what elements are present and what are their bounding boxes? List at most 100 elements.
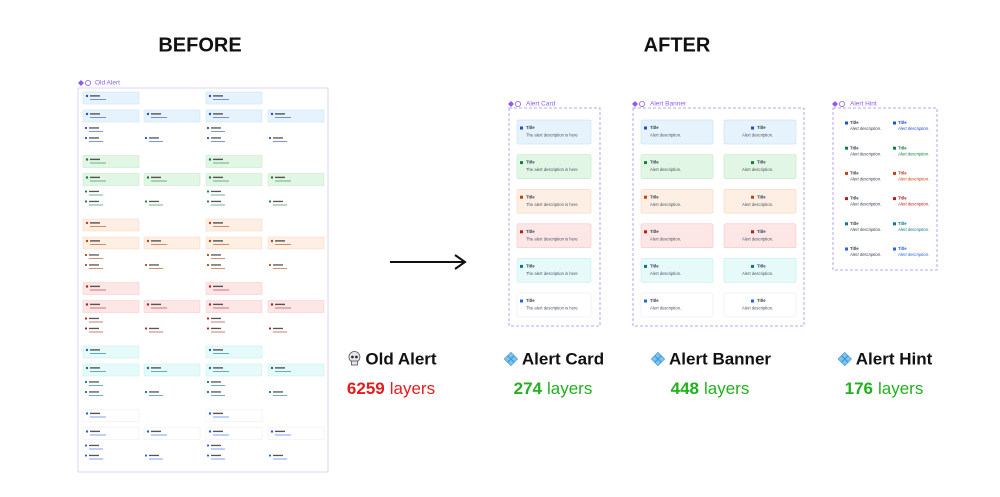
old-alert-line	[89, 268, 103, 269]
old-alert-line	[213, 222, 223, 224]
alert-item-icon	[520, 299, 523, 303]
alert-hint-description: Alert description.	[897, 151, 929, 156]
old-alert-line	[273, 268, 287, 269]
alert-item-title: Title	[526, 264, 535, 269]
alert-hint-icon	[893, 222, 896, 226]
old-alert-line	[211, 321, 225, 323]
alert-item	[723, 292, 797, 318]
old-alert-line	[273, 141, 287, 142]
old-alert-icon	[146, 430, 150, 433]
alert-item-icon	[751, 299, 754, 303]
alert-item-title: Title	[526, 298, 535, 303]
alert-item-icon	[520, 126, 523, 130]
old-alert-line	[149, 137, 159, 139]
old-alert-line	[211, 131, 225, 132]
alert-item-title: Title	[757, 229, 766, 234]
old-alert-line	[89, 204, 103, 206]
alert-item-description: The alert description is here	[526, 133, 578, 138]
frame-icon	[515, 101, 522, 108]
old-alert-line	[211, 385, 225, 386]
old-alert-line	[211, 268, 225, 269]
old-alert-icon	[270, 303, 274, 306]
alert-item-title: Title	[650, 264, 659, 269]
old-alert-line	[213, 371, 229, 372]
alert-item-icon	[644, 195, 647, 199]
old-alert-item	[82, 236, 140, 250]
old-alert-line	[213, 353, 229, 354]
old-alert-line	[90, 416, 106, 418]
old-alert-line	[213, 349, 223, 351]
old-alert-icon	[146, 239, 150, 243]
old-alert-line	[151, 303, 161, 306]
icon-part	[503, 355, 511, 363]
old-alert-line	[90, 95, 100, 97]
old-alert-line	[213, 240, 223, 242]
layer-number: 6259	[347, 379, 385, 398]
alert-item-icon	[751, 126, 754, 130]
old-alert-line	[89, 454, 99, 457]
old-alert-icon	[85, 412, 89, 415]
alert-item-icon	[644, 230, 647, 234]
old-alert-line	[213, 176, 223, 179]
old-alert-line	[149, 204, 163, 206]
old-alert-icon	[270, 112, 274, 116]
old-alert-line	[90, 434, 106, 436]
old-alert-icon	[85, 430, 89, 433]
old-alert-line	[151, 307, 167, 309]
alert-item-description: The alert description is here	[526, 236, 578, 241]
alert-hint-icon	[845, 171, 848, 175]
old-alert-line	[211, 254, 221, 256]
alert-hint-title: Title	[898, 145, 907, 150]
alert-item-title: Title	[526, 194, 535, 199]
old-alert-line	[273, 264, 283, 266]
old-alert-line	[273, 391, 283, 393]
old-alert-item	[82, 155, 140, 168]
old-alert-icon	[84, 444, 88, 447]
old-alert-icon	[208, 366, 212, 370]
old-alert-icon	[206, 190, 210, 193]
layer-count: 6259 layers	[347, 379, 435, 398]
alert-item	[516, 292, 592, 318]
old-alert-line	[90, 430, 100, 433]
old-alert-line	[211, 141, 225, 142]
alert-hint-icon	[845, 247, 848, 251]
alert-hint-title: Title	[850, 221, 859, 226]
old-alert-line	[213, 180, 229, 182]
old-alert-line	[211, 317, 221, 320]
old-alert-item	[82, 427, 140, 440]
old-alert-icon	[84, 317, 88, 320]
alert-item-title: Title	[757, 298, 766, 303]
old-alert-line	[211, 258, 225, 259]
old-alert-icon	[208, 112, 212, 116]
alert-hint-description: Alert description.	[849, 202, 881, 207]
alert-item	[640, 188, 714, 214]
old-alert-line	[213, 113, 223, 115]
alert-item	[640, 223, 714, 249]
old-alert-line	[90, 371, 106, 372]
old-alert-line	[213, 158, 223, 161]
old-alert-item	[143, 300, 201, 313]
old-alert-icon	[85, 221, 89, 225]
alert-item-icon	[751, 161, 754, 165]
frame-icon	[639, 101, 646, 108]
alert-hint-description: Alert description.	[897, 252, 929, 257]
alert-hint-icon	[893, 197, 896, 201]
old-alert-item	[205, 300, 263, 313]
old-alert-line	[151, 244, 167, 245]
old-alert-item	[205, 427, 263, 440]
frame-icon	[508, 101, 514, 107]
alert-item-description: Alert description.	[742, 133, 773, 138]
old-alert-item	[205, 345, 263, 359]
alert-item-description: Alert description.	[650, 306, 681, 311]
frame-label: Alert Banner	[650, 101, 687, 108]
old-alert-line	[89, 258, 103, 259]
old-alert-icon	[268, 263, 272, 267]
old-alert-item	[143, 173, 201, 186]
frame-icon	[85, 80, 92, 87]
alert-item-title: Title	[757, 194, 766, 199]
old-alert-item	[205, 363, 263, 377]
old-alert-item	[205, 173, 263, 186]
old-alert-line	[211, 458, 225, 460]
old-alert-item	[143, 236, 201, 250]
